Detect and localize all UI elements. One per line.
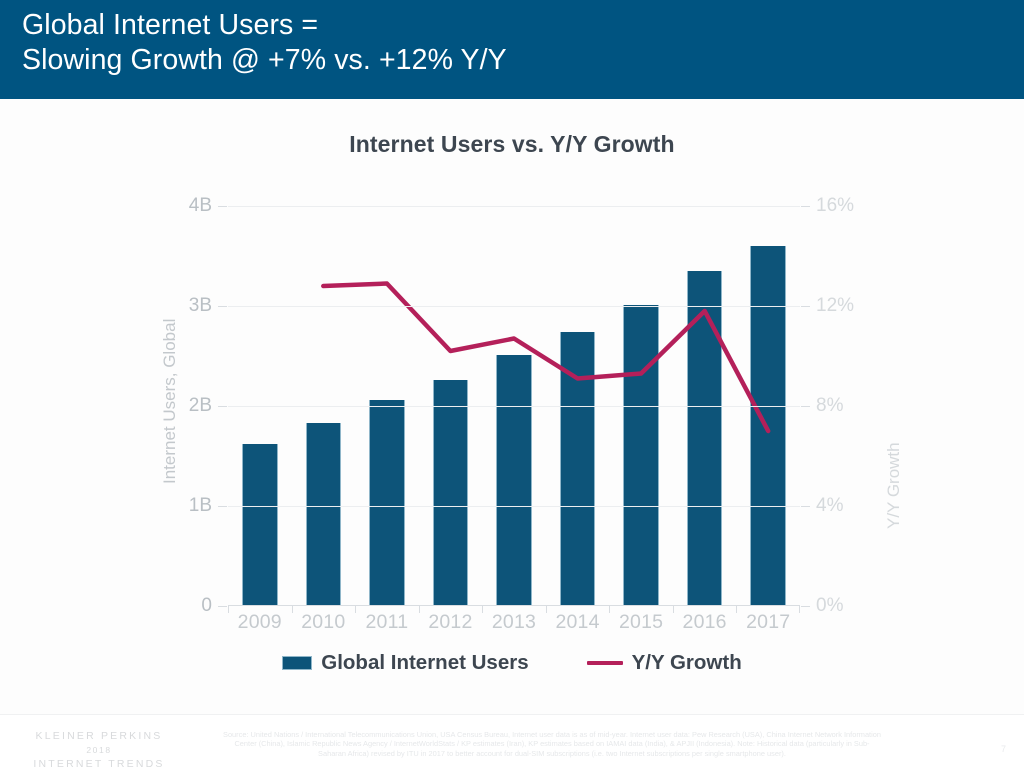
legend-label-users: Global Internet Users [321, 651, 529, 674]
bar-swatch-icon [282, 656, 313, 670]
bar-2015 [623, 305, 659, 606]
chart-container: Internet Users vs. Y/Y Growth 0 1B 2B 3B 4B 0… [0, 99, 1024, 714]
right-axis-tick-label: 0% [816, 595, 844, 616]
gridline [228, 206, 800, 207]
x-axis-baseline [228, 605, 800, 606]
legend-label-growth: Y/Y Growth [631, 651, 742, 674]
kleiner-perkins-logo: KLEINER PERKINS 2018 INTERNET TRENDS [14, 729, 184, 771]
left-axis-tick [218, 306, 227, 307]
bar-2011 [369, 400, 405, 606]
x-axis-label-2012: 2012 [428, 611, 473, 633]
gridline [228, 406, 800, 407]
right-axis-tick-label: 4% [816, 495, 844, 516]
x-axis-label-2015: 2015 [619, 611, 664, 633]
left-axis-tick-label: 2B [188, 395, 212, 416]
x-axis-label-2011: 2011 [365, 611, 409, 633]
line-swatch-icon [586, 661, 623, 665]
page-number: 7 [1000, 744, 1006, 754]
x-axis-label-2017: 2017 [746, 611, 791, 633]
logo-line-1: KLEINER PERKINS [35, 730, 163, 742]
x-axis-tick [609, 606, 611, 613]
right-axis-tick-label: 12% [816, 295, 855, 316]
left-axis-tick-label: 0 [201, 595, 212, 616]
right-axis-tick-label: 16% [816, 195, 855, 216]
x-axis-label-2014: 2014 [555, 611, 600, 633]
bar-2010 [305, 423, 342, 606]
x-axis-label-2009: 2009 [237, 611, 282, 633]
x-axis-labels: 2009 2010 2011 2012 2013 2014 2015 2016 2017 [228, 611, 800, 643]
right-axis-tick [801, 606, 810, 607]
x-axis-tick [545, 606, 547, 613]
x-axis-tick [418, 606, 420, 613]
right-axis-tick [801, 306, 810, 307]
bar-2013 [496, 355, 532, 606]
bar-2009 [241, 444, 278, 606]
logo-year: 2018 [86, 745, 112, 755]
x-axis-label-2016: 2016 [682, 611, 727, 633]
source-note: Source: United Nations / International T… [223, 730, 881, 758]
right-axis-tick [801, 506, 810, 507]
growth-line-path [321, 281, 771, 434]
chart-title: Internet Users vs. Y/Y Growth [349, 131, 675, 157]
right-axis-tick [801, 206, 810, 207]
x-axis-tick [799, 606, 800, 613]
slide-footer: KLEINER PERKINS 2018 INTERNET TRENDS Sou… [0, 714, 1024, 771]
growth-line-series [321, 281, 771, 434]
left-axis-tick-label: 4B [188, 195, 212, 216]
x-axis-label-2010: 2010 [301, 611, 346, 633]
left-axis-tick [218, 406, 227, 407]
plot-area: 0 1B 2B 3B 4B 0% 4% 8% 12% 16% [189, 195, 854, 616]
legend-item-growth: Y/Y Growth [586, 651, 742, 675]
right-axis-title: Y/Y Growth [884, 442, 903, 529]
left-axis-tick-label: 3B [188, 295, 212, 316]
logo-line-2: INTERNET TRENDS [33, 758, 165, 770]
x-axis-tick [291, 606, 293, 613]
x-axis-tick [672, 606, 674, 613]
chart-legend: Global Internet Users Y/Y Growth [0, 651, 1024, 675]
left-axis-title: Internet Users, Global [160, 318, 179, 484]
slide-header-band: Global Internet Users = Slowing Growth @… [0, 0, 1024, 99]
right-axis-tick-label: 8% [816, 395, 844, 416]
left-axis-tick [218, 606, 227, 607]
right-axis-tick [801, 406, 810, 407]
bar-2016 [686, 271, 723, 606]
left-axis-tick [218, 206, 227, 207]
x-axis-tick [482, 606, 484, 613]
x-axis-tick [355, 606, 357, 613]
gridline [228, 506, 800, 507]
slide-title: Global Internet Users = Slowing Growth @… [22, 9, 507, 76]
x-axis-label-2013: 2013 [491, 611, 537, 633]
footer-divider [0, 714, 1024, 715]
x-axis-tick [736, 606, 738, 613]
left-axis-tick [218, 506, 227, 507]
x-axis-tick [228, 606, 229, 613]
legend-item-users: Global Internet Users [282, 651, 529, 675]
left-axis-tick-label: 1B [188, 495, 212, 516]
gridline [228, 306, 800, 307]
bar-2012 [432, 380, 469, 606]
